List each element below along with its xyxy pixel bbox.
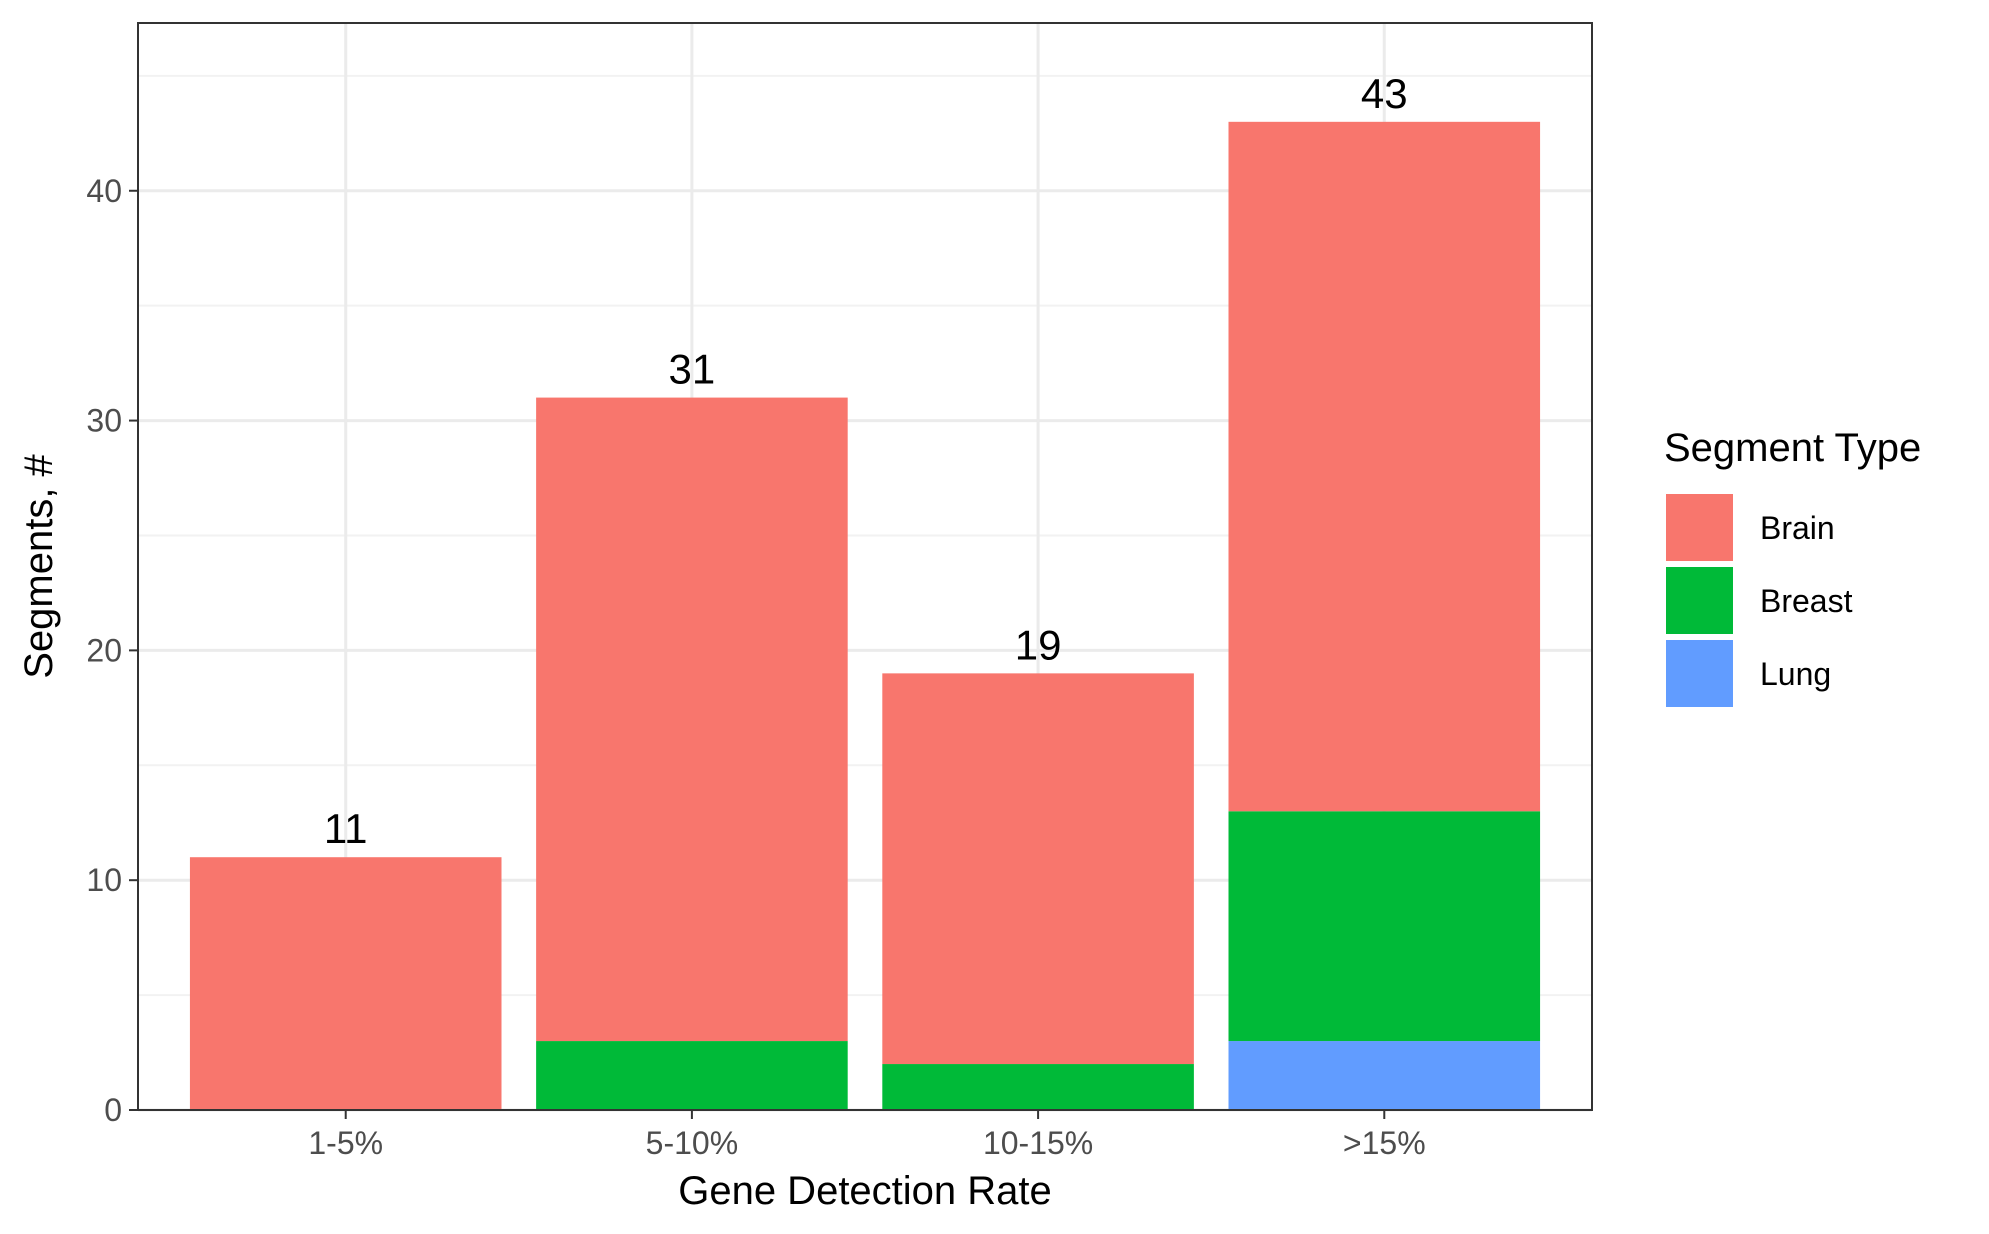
x-tick-label: >15%	[1343, 1125, 1426, 1161]
legend: Segment Type Brain Breast Lung	[1664, 426, 1921, 707]
bar-total-label: 19	[1015, 621, 1062, 668]
bar-segment-brain	[1228, 121, 1541, 812]
y-tick-label: 30	[86, 403, 122, 439]
x-tick-label: 10-15%	[983, 1125, 1093, 1161]
bar-total-label: 11	[324, 805, 368, 852]
bar-segment-brain	[882, 673, 1194, 1065]
legend-key-breast	[1666, 567, 1733, 634]
legend-label: Breast	[1760, 583, 1853, 619]
bars	[189, 121, 1541, 1110]
bar-segment-breast	[882, 1064, 1194, 1110]
legend-title: Segment Type	[1664, 426, 1921, 470]
x-tick-label: 5-10%	[646, 1125, 739, 1161]
plot-panel-border	[137, 22, 1593, 1111]
y-tick-label: 10	[86, 862, 122, 898]
bar-segment-breast	[1228, 811, 1541, 1042]
legend-key-lung	[1666, 640, 1733, 707]
legend-key-brain	[1666, 494, 1733, 561]
total-labels: 11 31 19 43	[324, 70, 1408, 852]
bar-total-label: 31	[669, 346, 716, 393]
x-axis-title: Gene Detection Rate	[678, 1169, 1052, 1213]
y-axis-title: Segments, #	[17, 453, 61, 678]
bar-segment-brain	[189, 857, 502, 1110]
bar-total-label: 43	[1361, 70, 1408, 117]
bar-segment-lung	[1228, 1041, 1541, 1110]
bar-segment-breast	[536, 1041, 848, 1110]
legend-label: Brain	[1760, 510, 1835, 546]
legend-label: Lung	[1760, 656, 1831, 692]
y-tick-label: 20	[86, 632, 122, 668]
y-tick-label: 40	[86, 173, 122, 209]
axes: 0 10 20 30 40 1-5% 5-10% 10-15% >15%	[86, 173, 1425, 1161]
bar-segment-brain	[536, 397, 848, 1042]
x-tick-label: 1-5%	[308, 1125, 383, 1161]
y-tick-label: 0	[104, 1092, 122, 1128]
